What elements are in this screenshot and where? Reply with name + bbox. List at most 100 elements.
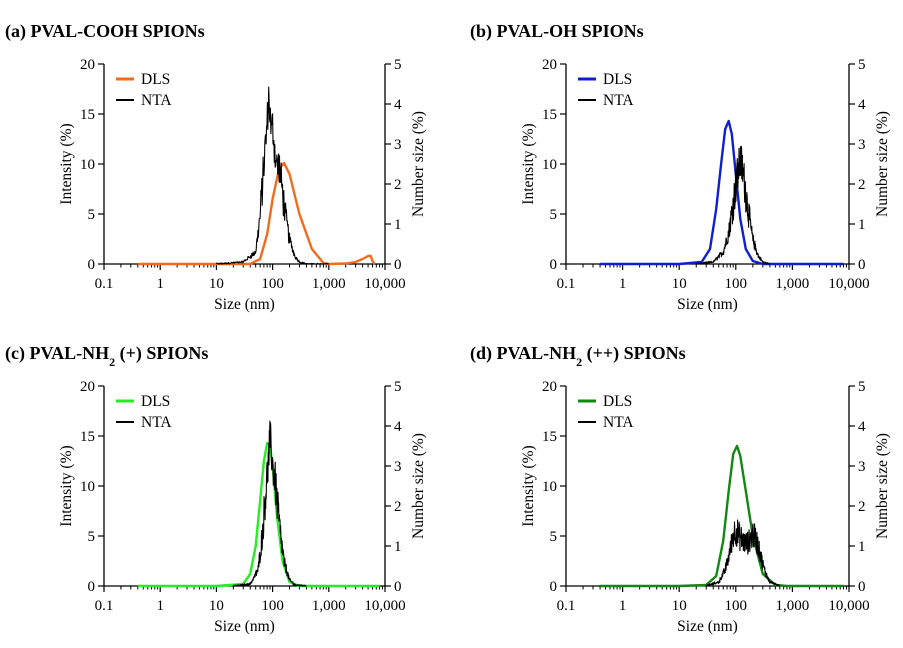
x-tick-label: 100 xyxy=(261,276,284,292)
y2-tick-label: 4 xyxy=(394,419,402,435)
y2-tick-label: 0 xyxy=(858,579,866,595)
x-tick-label: 1,000 xyxy=(312,276,346,292)
y2-tick-label: 0 xyxy=(394,257,402,273)
y-tick-label: 0 xyxy=(550,579,558,595)
y-tick-label: 15 xyxy=(80,107,95,123)
y-tick-label: 10 xyxy=(542,157,557,173)
y-tick-label: 20 xyxy=(80,379,95,395)
x-tick-label: 10,000 xyxy=(828,598,869,614)
x-tick-label: 10,000 xyxy=(364,276,405,292)
y-axis-label: Intensity (%) xyxy=(58,123,75,204)
y2-tick-label: 5 xyxy=(858,379,866,395)
y2-tick-label: 1 xyxy=(394,539,402,555)
x-tick-label: 100 xyxy=(725,276,748,292)
panel-title: (a) PVAL-COOH SPIONs xyxy=(5,21,205,42)
x-tick-label: 1 xyxy=(156,276,164,292)
y-tick-label: 0 xyxy=(88,257,96,273)
x-tick-label: 100 xyxy=(261,598,284,614)
y2-axis-label: Number size (%) xyxy=(410,111,427,217)
x-tick-label: 1 xyxy=(619,598,627,614)
y-tick-label: 10 xyxy=(80,479,95,495)
legend-label: DLS xyxy=(603,71,632,88)
y2-axis-label: Number size (%) xyxy=(874,433,891,539)
y2-tick-label: 4 xyxy=(858,419,866,435)
x-tick-label: 0.1 xyxy=(95,276,114,292)
series-line-nta xyxy=(695,145,771,265)
x-tick-label: 10,000 xyxy=(364,598,405,614)
x-axis-label: Size (nm) xyxy=(214,618,275,635)
x-tick-label: 1 xyxy=(619,276,627,292)
x-tick-label: 0.1 xyxy=(95,598,114,614)
x-tick-label: 10 xyxy=(672,276,687,292)
panel-title: (d) PVAL-NH2 (++) SPIONs xyxy=(470,343,686,369)
series-line-dls xyxy=(600,444,844,588)
y-tick-label: 5 xyxy=(88,529,96,545)
y2-tick-label: 1 xyxy=(858,539,866,555)
y-tick-label: 5 xyxy=(88,207,96,223)
y2-tick-label: 3 xyxy=(394,459,402,475)
x-tick-label: 1,000 xyxy=(776,276,810,292)
y2-tick-label: 0 xyxy=(394,579,402,595)
y2-axis-label: Number size (%) xyxy=(410,433,427,539)
y2-tick-label: 3 xyxy=(858,459,866,475)
x-tick-label: 10 xyxy=(209,598,224,614)
y2-tick-label: 2 xyxy=(858,177,866,193)
series-line-nta xyxy=(233,420,307,587)
legend-label: NTA xyxy=(603,92,634,109)
y-axis-label: Intensity (%) xyxy=(520,123,537,204)
y-tick-label: 15 xyxy=(80,429,95,445)
y-tick-label: 5 xyxy=(550,529,558,545)
y-tick-label: 20 xyxy=(542,57,557,73)
y2-tick-label: 3 xyxy=(858,137,866,153)
legend-label: DLS xyxy=(603,393,632,410)
y2-tick-label: 1 xyxy=(858,217,866,233)
y2-tick-label: 3 xyxy=(394,137,402,153)
y2-tick-label: 0 xyxy=(858,257,866,273)
y-tick-label: 0 xyxy=(88,579,96,595)
legend-label: NTA xyxy=(141,414,172,431)
y-tick-label: 5 xyxy=(550,207,558,223)
x-tick-label: 10 xyxy=(672,598,687,614)
y-tick-label: 15 xyxy=(542,429,557,445)
y2-tick-label: 2 xyxy=(394,499,402,515)
y2-tick-label: 2 xyxy=(858,499,866,515)
y2-tick-label: 5 xyxy=(858,57,866,73)
y-axis-label: Intensity (%) xyxy=(520,445,537,526)
x-tick-label: 1 xyxy=(156,598,164,614)
series-line-dls xyxy=(600,119,844,266)
x-axis-label: Size (nm) xyxy=(677,296,738,313)
y2-tick-label: 1 xyxy=(394,217,402,233)
y-tick-label: 20 xyxy=(80,57,95,73)
x-tick-label: 0.1 xyxy=(557,276,576,292)
y-tick-label: 10 xyxy=(542,479,557,495)
x-tick-label: 10 xyxy=(209,276,224,292)
x-tick-label: 0.1 xyxy=(557,598,576,614)
y2-tick-label: 5 xyxy=(394,379,402,395)
legend-label: NTA xyxy=(603,414,634,431)
y2-tick-label: 4 xyxy=(858,97,866,113)
x-tick-label: 1,000 xyxy=(776,598,810,614)
y-axis-label: Intensity (%) xyxy=(58,445,75,526)
series-line-nta xyxy=(215,86,329,265)
x-axis-label: Size (nm) xyxy=(214,296,275,313)
y-tick-label: 20 xyxy=(542,379,557,395)
y2-tick-label: 2 xyxy=(394,177,402,193)
x-axis-label: Size (nm) xyxy=(677,618,738,635)
y2-axis-label: Number size (%) xyxy=(874,111,891,217)
panel-title: (c) PVAL-NH2 (+) SPIONs xyxy=(5,343,208,369)
chart-panel-2: (b) PVAL-OH SPIONs 0.1 1 10 100 1,000 10,000 0 5… xyxy=(470,21,891,313)
legend-label: DLS xyxy=(141,393,170,410)
series-line-dls xyxy=(137,161,376,266)
x-tick-label: 100 xyxy=(725,598,748,614)
series-line-nta xyxy=(705,519,781,587)
y-tick-label: 10 xyxy=(80,157,95,173)
panel-title: (b) PVAL-OH SPIONs xyxy=(470,21,644,42)
y2-tick-label: 4 xyxy=(394,97,402,113)
x-tick-label: 10,000 xyxy=(828,276,869,292)
legend-label: DLS xyxy=(141,71,170,88)
x-tick-label: 1,000 xyxy=(312,598,346,614)
